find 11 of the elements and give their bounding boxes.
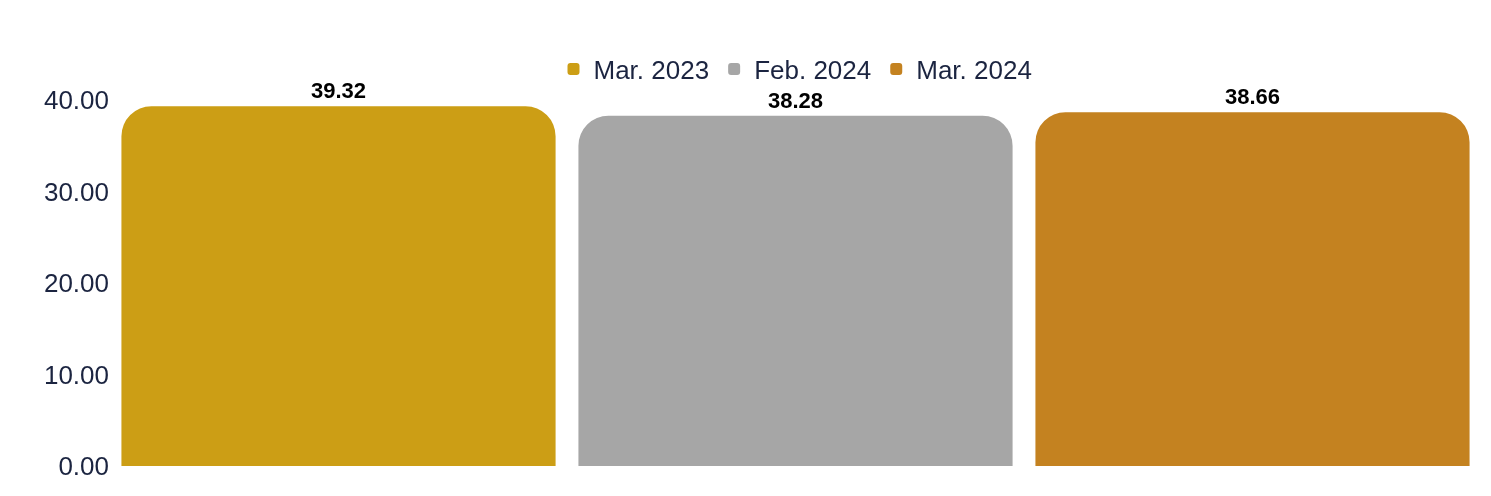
y-tick-label: 0.00 <box>58 451 109 482</box>
legend-label: Mar. 2023 <box>593 55 710 86</box>
data-label: 39.32 <box>310 78 367 104</box>
data-label: 38.28 <box>767 87 824 113</box>
data-label: 38.66 <box>1224 84 1281 110</box>
y-tick-label: 40.00 <box>43 85 109 116</box>
y-tick-label: 10.00 <box>43 359 109 390</box>
legend-label: Feb. 2024 <box>754 55 872 86</box>
y-tick-label: 30.00 <box>43 176 109 207</box>
legend-label: Mar. 2024 <box>916 55 1032 86</box>
y-tick-label: 20.00 <box>43 268 109 299</box>
